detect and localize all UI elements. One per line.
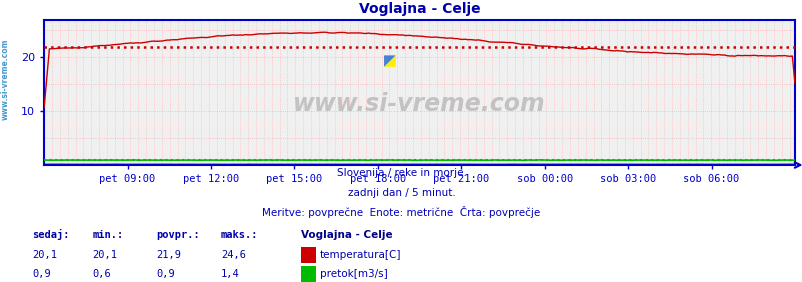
- Text: maks.:: maks.:: [221, 230, 258, 240]
- Text: zadnji dan / 5 minut.: zadnji dan / 5 minut.: [347, 188, 455, 198]
- Text: 21,9: 21,9: [156, 250, 181, 260]
- Text: pretok[m3/s]: pretok[m3/s]: [319, 269, 387, 279]
- Text: Meritve: povprečne  Enote: metrične  Črta: povprečje: Meritve: povprečne Enote: metrične Črta:…: [262, 206, 540, 218]
- Text: 24,6: 24,6: [221, 250, 245, 260]
- Text: Voglajna - Celje: Voglajna - Celje: [301, 230, 392, 240]
- Text: www.si-vreme.com: www.si-vreme.com: [1, 38, 10, 120]
- Text: sedaj:: sedaj:: [32, 229, 70, 240]
- Text: ◢: ◢: [383, 53, 395, 68]
- Text: Slovenija / reke in morje.: Slovenija / reke in morje.: [336, 168, 466, 178]
- Text: 20,1: 20,1: [92, 250, 117, 260]
- Text: min.:: min.:: [92, 230, 124, 240]
- Text: ◤: ◤: [383, 53, 395, 68]
- Text: 0,6: 0,6: [92, 269, 111, 279]
- Text: 0,9: 0,9: [156, 269, 175, 279]
- Text: www.si-vreme.com: www.si-vreme.com: [293, 92, 545, 116]
- Text: temperatura[C]: temperatura[C]: [319, 250, 400, 260]
- Text: 20,1: 20,1: [32, 250, 57, 260]
- Text: 1,4: 1,4: [221, 269, 239, 279]
- Title: Voglajna - Celje: Voglajna - Celje: [358, 2, 480, 16]
- Text: 0,9: 0,9: [32, 269, 51, 279]
- Text: povpr.:: povpr.:: [156, 230, 200, 240]
